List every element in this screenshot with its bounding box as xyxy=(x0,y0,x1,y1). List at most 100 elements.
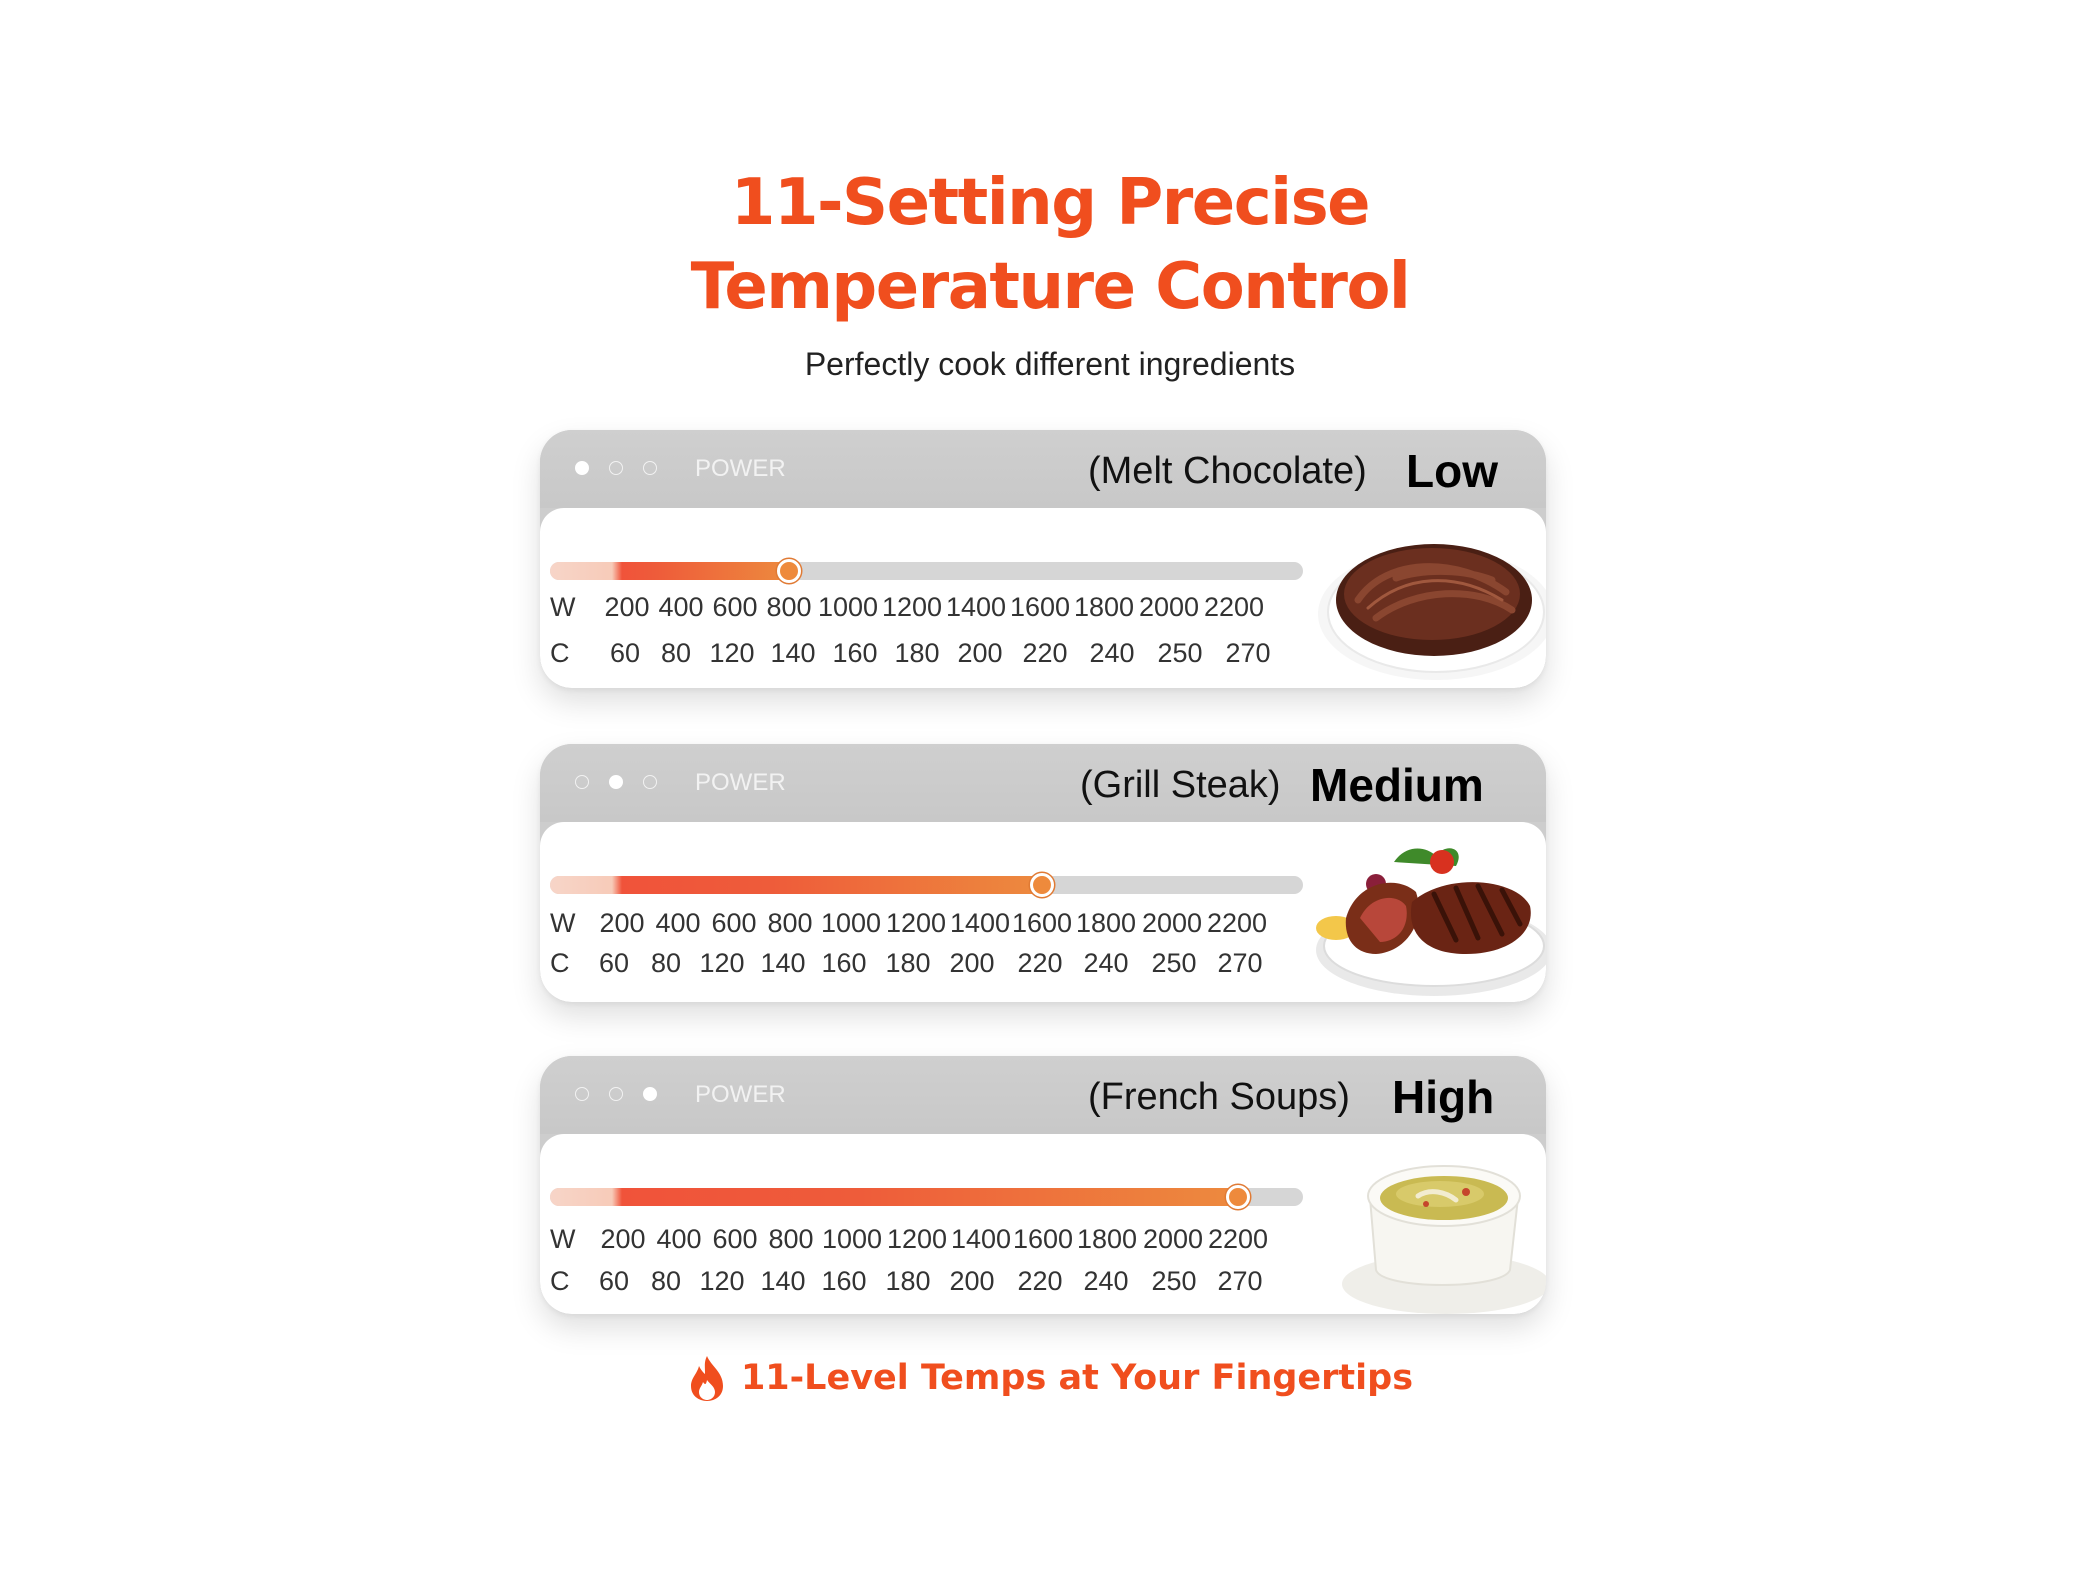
power-slider-knob[interactable] xyxy=(777,559,801,583)
celsius-tick: 60 xyxy=(609,638,641,668)
watt-tick: 1600 xyxy=(1009,592,1071,622)
watt-tick: 200 xyxy=(600,1224,646,1254)
level-label: Low xyxy=(1406,445,1498,497)
celsius-tick: 220 xyxy=(1022,638,1068,668)
watt-tick: 400 xyxy=(658,592,704,622)
power-dot-2[interactable] xyxy=(609,1087,623,1101)
celsius-unit-label: C xyxy=(550,638,570,668)
power-dot-1[interactable] xyxy=(575,775,589,789)
celsius-tick: 240 xyxy=(1089,638,1135,668)
celsius-tick: 250 xyxy=(1157,638,1203,668)
power-dot-2[interactable] xyxy=(609,461,623,475)
celsius-tick: 120 xyxy=(709,638,755,668)
card-medium: POWER (Grill Steak) Medium W 200 400 600… xyxy=(540,744,1546,1002)
celsius-unit-label: C xyxy=(550,1266,570,1296)
celsius-tick: 60 xyxy=(598,1266,630,1296)
card-body: W 200 400 600 800 1000 1200 1400 1600 18… xyxy=(540,508,1546,688)
watt-tick: 800 xyxy=(768,1224,814,1254)
page-subtitle: Perfectly cook different ingredients xyxy=(804,346,1296,382)
power-label: POWER xyxy=(695,455,786,482)
celsius-unit-label: C xyxy=(550,948,570,978)
celsius-tick: 250 xyxy=(1151,1266,1197,1296)
celsius-tick: 240 xyxy=(1083,948,1129,978)
celsius-tick: 60 xyxy=(598,948,630,978)
celsius-tick: 160 xyxy=(832,638,878,668)
celsius-tick: 220 xyxy=(1017,948,1063,978)
power-slider-knob[interactable] xyxy=(1226,1185,1250,1209)
power-slider-knob[interactable] xyxy=(1030,873,1054,897)
celsius-tick: 80 xyxy=(660,638,692,668)
watt-tick: 1000 xyxy=(817,592,879,622)
footer-text: 11-Level Temps at Your Fingertips xyxy=(740,1358,1414,1398)
power-slider-fill xyxy=(550,876,1042,894)
celsius-tick: 140 xyxy=(760,948,806,978)
card-header: POWER (Melt Chocolate) Low xyxy=(540,430,1546,508)
celsius-tick: 250 xyxy=(1151,948,1197,978)
power-slider-track[interactable] xyxy=(550,1188,1303,1206)
page-title-line-1: 11-Setting Precise xyxy=(730,166,1371,240)
watt-tick: 1400 xyxy=(949,908,1011,938)
watt-tick: 600 xyxy=(712,592,758,622)
celsius-tick: 160 xyxy=(821,948,867,978)
dish-label: (Melt Chocolate) xyxy=(1088,450,1367,492)
power-dot-3[interactable] xyxy=(643,461,657,475)
power-dot-1[interactable] xyxy=(575,1087,589,1101)
watts-unit-label: W xyxy=(550,592,576,622)
celsius-tick: 200 xyxy=(957,638,1003,668)
card-header: POWER (French Soups) High xyxy=(540,1056,1546,1134)
watt-tick: 600 xyxy=(711,908,757,938)
celsius-tick: 270 xyxy=(1225,638,1271,668)
watt-tick: 1200 xyxy=(886,1224,948,1254)
celsius-tick: 160 xyxy=(821,1266,867,1296)
watt-tick: 2000 xyxy=(1142,1224,1204,1254)
watt-tick: 800 xyxy=(766,592,812,622)
soup-bowl-icon xyxy=(1342,1165,1546,1314)
level-label: Medium xyxy=(1310,759,1484,811)
celsius-tick: 270 xyxy=(1217,1266,1263,1296)
celsius-tick: 140 xyxy=(770,638,816,668)
power-slider-track[interactable] xyxy=(550,562,1303,580)
celsius-tick: 140 xyxy=(760,1266,806,1296)
watt-tick: 400 xyxy=(655,908,701,938)
celsius-tick: 180 xyxy=(885,948,931,978)
card-high: POWER (French Soups) High W 200 400 600 … xyxy=(540,1056,1546,1314)
watt-tick: 1200 xyxy=(885,908,947,938)
power-dot-3[interactable] xyxy=(643,1087,657,1101)
celsius-tick: 120 xyxy=(699,948,745,978)
watt-tick: 1400 xyxy=(945,592,1007,622)
watts-unit-label: W xyxy=(550,1224,576,1254)
celsius-tick: 80 xyxy=(650,948,682,978)
flame-icon xyxy=(690,1356,723,1401)
watt-tick: 1800 xyxy=(1076,1224,1138,1254)
card-body: W 200 400 600 800 1000 1200 1400 1600 18… xyxy=(540,1134,1546,1314)
footer: 11-Level Temps at Your Fingertips xyxy=(0,1354,2100,1407)
watt-tick: 2200 xyxy=(1203,592,1265,622)
watt-tick: 2000 xyxy=(1141,908,1203,938)
power-dot-3[interactable] xyxy=(643,775,657,789)
watt-tick: 1600 xyxy=(1011,908,1073,938)
celsius-tick: 180 xyxy=(894,638,940,668)
chocolate-bowl-icon xyxy=(1318,544,1546,680)
card-low: POWER (Melt Chocolate) Low W 200 400 600… xyxy=(540,430,1546,688)
watt-tick: 600 xyxy=(712,1224,758,1254)
celsius-tick: 200 xyxy=(949,948,995,978)
watt-tick: 1400 xyxy=(950,1224,1012,1254)
watt-tick: 2200 xyxy=(1207,1224,1269,1254)
power-slider-track[interactable] xyxy=(550,876,1303,894)
celsius-tick: 220 xyxy=(1017,1266,1063,1296)
watt-tick: 400 xyxy=(656,1224,702,1254)
power-label: POWER xyxy=(695,769,786,796)
power-dot-1[interactable] xyxy=(575,461,589,475)
watt-tick: 2000 xyxy=(1138,592,1200,622)
level-label: High xyxy=(1392,1071,1495,1123)
watt-tick: 1200 xyxy=(881,592,943,622)
celsius-tick: 200 xyxy=(949,1266,995,1296)
watt-tick: 1800 xyxy=(1073,592,1135,622)
power-dot-2[interactable] xyxy=(609,775,623,789)
dish-label: (French Soups) xyxy=(1088,1076,1350,1118)
watt-tick: 200 xyxy=(604,592,650,622)
power-slider-fill xyxy=(550,1188,1238,1206)
steak-plate-icon xyxy=(1316,848,1546,996)
watt-tick: 1800 xyxy=(1075,908,1137,938)
celsius-tick: 270 xyxy=(1217,948,1263,978)
